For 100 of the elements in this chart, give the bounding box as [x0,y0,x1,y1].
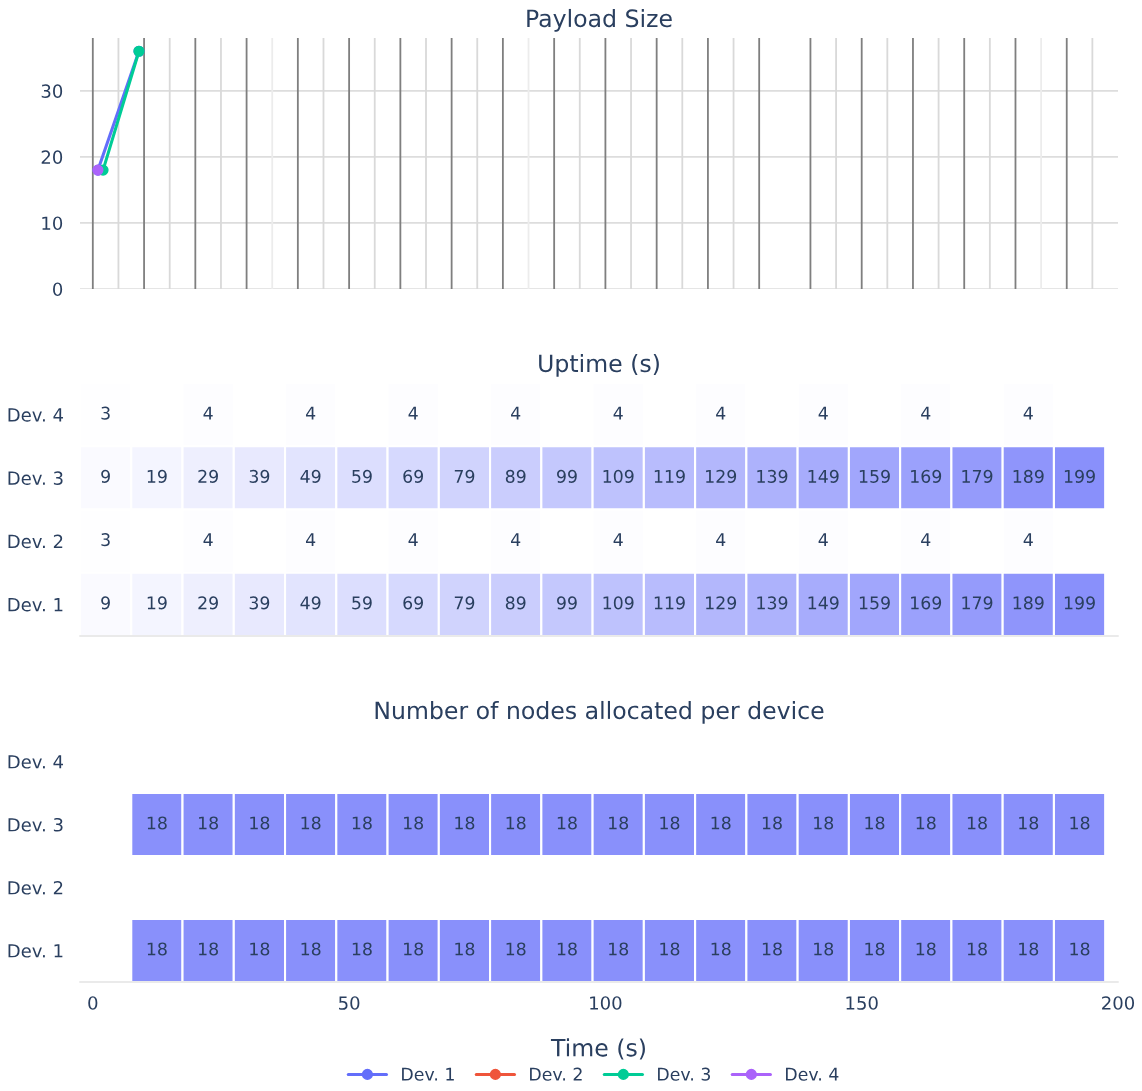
data-label: 169 [911,469,942,483]
x-axis-title: Time (s) [550,1038,645,1060]
data-label: 29 [198,596,218,610]
data-label: 18 [557,816,577,830]
data-label: 9 [101,596,110,610]
data-label: 159 [859,596,890,610]
data-label: 139 [757,596,788,610]
data-label: 18 [250,816,270,830]
x-tick-label: 50 [339,996,360,1010]
data-label: 99 [557,469,577,483]
data-label: 149 [808,596,839,610]
y-tick-label: Dev. 4 [8,408,64,422]
data-label: 19 [147,469,167,483]
data-label: 4 [818,533,828,546]
data-label: 18 [609,816,629,830]
legend-label: Dev. 1 [402,1067,454,1081]
data-label: 149 [808,469,839,483]
y-tick-label: Dev. 4 [8,755,64,769]
data-label: 89 [505,596,526,610]
data-label: 29 [198,469,218,483]
data-label: 18 [352,942,372,956]
data-label: 69 [403,596,424,610]
data-label: 19 [147,596,167,610]
data-label: 199 [1064,469,1095,483]
data-label: 59 [352,469,372,483]
data-label: 18 [814,942,834,956]
data-label: 109 [603,596,634,610]
y-tick-label: Dev. 3 [8,471,63,485]
data-label: 4 [716,406,726,420]
legend-label: Dev. 2 [530,1067,582,1081]
data-label: 4 [511,533,521,546]
data-label: 18 [250,942,270,956]
data-label: 4 [408,406,418,420]
data-label: 59 [352,596,372,610]
data-label: 179 [962,596,993,610]
data-label: 18 [1070,816,1090,830]
data-label: 18 [455,942,475,956]
data-label: 18 [506,816,526,830]
data-label: 9 [101,469,110,483]
data-label: 18 [147,816,167,830]
data-label: 4 [203,533,213,546]
data-label: 3 [101,406,110,420]
data-label: 4 [305,406,316,420]
data-label: 18 [967,816,987,830]
data-label: 79 [454,469,475,483]
y-tick-label: Dev. 2 [8,880,63,895]
data-label: 139 [757,469,788,483]
data-label: 4 [613,406,623,420]
data-label: 18 [199,816,219,830]
chart-title: Number of nodes allocated per device [375,700,824,724]
data-label: 18 [199,942,219,956]
data-label: 18 [762,942,782,956]
data-label: 4 [818,406,828,420]
y-tick-label: Dev. 2 [8,534,63,549]
data-label: 4 [613,533,623,546]
data-label: 89 [505,469,526,483]
data-label: 18 [455,816,475,830]
data-label: 39 [249,596,270,610]
data-label: 18 [147,942,167,956]
y-tick-label: Dev. 3 [8,817,63,832]
y-tick-label: Dev. 1 [8,598,63,612]
data-label: 129 [706,596,737,610]
data-label: 18 [916,816,936,830]
data-label: 4 [921,406,931,420]
data-label: 199 [1064,596,1095,610]
data-label: 119 [654,469,685,483]
data-label: 18 [967,942,987,956]
y-tick-label: 10 [42,216,63,231]
y-tick-label: Dev. 1 [8,944,63,958]
data-label: 18 [404,942,424,956]
data-label: 4 [921,533,931,546]
data-label: 4 [408,533,418,546]
x-tick-label: 0 [88,996,98,1010]
data-label: 4 [1023,533,1033,546]
data-label: 18 [916,942,936,956]
data-label: 18 [660,942,680,956]
data-label: 109 [603,469,634,483]
data-label: 4 [511,406,521,420]
data-label: 189 [1013,596,1044,610]
data-label: 79 [454,596,475,610]
data-label: 129 [706,469,737,483]
data-label: 18 [352,816,372,830]
chart-title: Uptime (s) [539,353,659,377]
data-label: 119 [654,596,685,610]
data-label: 39 [249,469,270,483]
data-label: 18 [1019,816,1039,830]
data-label: 179 [962,469,993,483]
data-label: 18 [1019,942,1039,956]
data-label: 18 [711,816,731,830]
data-label: 18 [814,816,834,830]
data-label: 49 [300,469,321,483]
data-label: 18 [1070,942,1090,956]
y-tick-label: 20 [41,150,63,165]
data-label: 18 [865,816,885,830]
data-label: 18 [301,816,321,830]
data-label: 18 [609,942,629,956]
data-label: 18 [660,816,680,830]
y-tick-label: 30 [41,84,63,98]
data-label: 4 [716,533,726,546]
data-label: 49 [300,596,321,610]
